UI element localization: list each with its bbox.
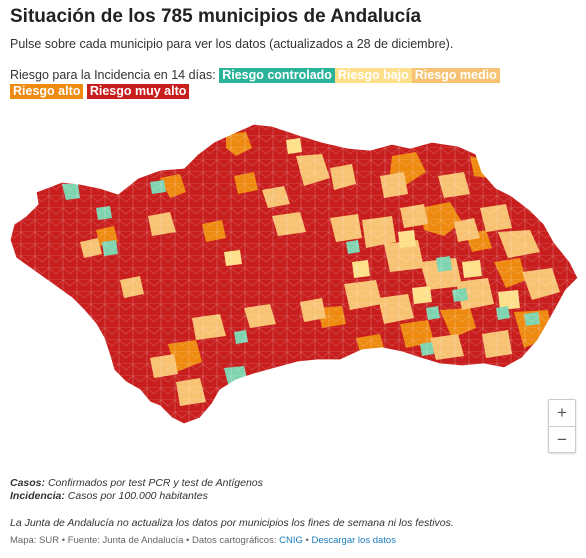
legend-intro: Riesgo para la Incidencia en 14 días: bbox=[10, 68, 216, 82]
note-incidencia: Incidencia: Casos por 100.000 habitantes bbox=[10, 490, 263, 503]
page-title: Situación de los 785 municipios de Andal… bbox=[10, 6, 422, 27]
credits-text: Mapa: SUR • Fuente: Junta de Andalucía •… bbox=[10, 535, 280, 546]
legend-item-medium: Riesgo medio bbox=[411, 68, 500, 83]
notes: Casos: Confirmados por test PCR y test d… bbox=[10, 477, 263, 503]
credits: Mapa: SUR • Fuente: Junta de Andalucía •… bbox=[10, 535, 396, 546]
legend: Riesgo para la Incidencia en 14 días: Ri… bbox=[10, 67, 570, 99]
andalucia-map[interactable] bbox=[0, 112, 586, 470]
municipalities-layer[interactable] bbox=[0, 112, 586, 470]
legend-item-very-high: Riesgo muy alto bbox=[86, 84, 190, 99]
note-junta: La Junta de Andalucía no actualiza los d… bbox=[10, 517, 454, 529]
credits-sep: • bbox=[302, 535, 312, 546]
page-subtitle: Pulse sobre cada municipio para ver los … bbox=[10, 37, 454, 51]
zoom-in-button[interactable]: + bbox=[557, 403, 567, 422]
note-casos-text: Confirmados por test PCR y test de Antíg… bbox=[47, 477, 263, 489]
legend-item-high: Riesgo alto bbox=[10, 84, 84, 99]
municipal-borders bbox=[10, 124, 578, 424]
legend-item-controlled: Riesgo controlado bbox=[219, 68, 335, 83]
note-incidencia-label: Incidencia: bbox=[10, 490, 65, 502]
andalucia-outline bbox=[9, 123, 579, 425]
download-data-link[interactable]: Descargar los datos bbox=[311, 535, 396, 546]
zoom-control: + − bbox=[548, 399, 576, 453]
note-incidencia-text: Casos por 100.000 habitantes bbox=[67, 490, 208, 502]
legend-item-low: Riesgo bajo bbox=[334, 68, 412, 83]
note-casos-label: Casos: bbox=[10, 477, 46, 489]
zoom-out-button[interactable]: − bbox=[549, 426, 575, 452]
cnig-link[interactable]: CNIG bbox=[279, 535, 303, 546]
note-casos: Casos: Confirmados por test PCR y test d… bbox=[10, 477, 263, 490]
